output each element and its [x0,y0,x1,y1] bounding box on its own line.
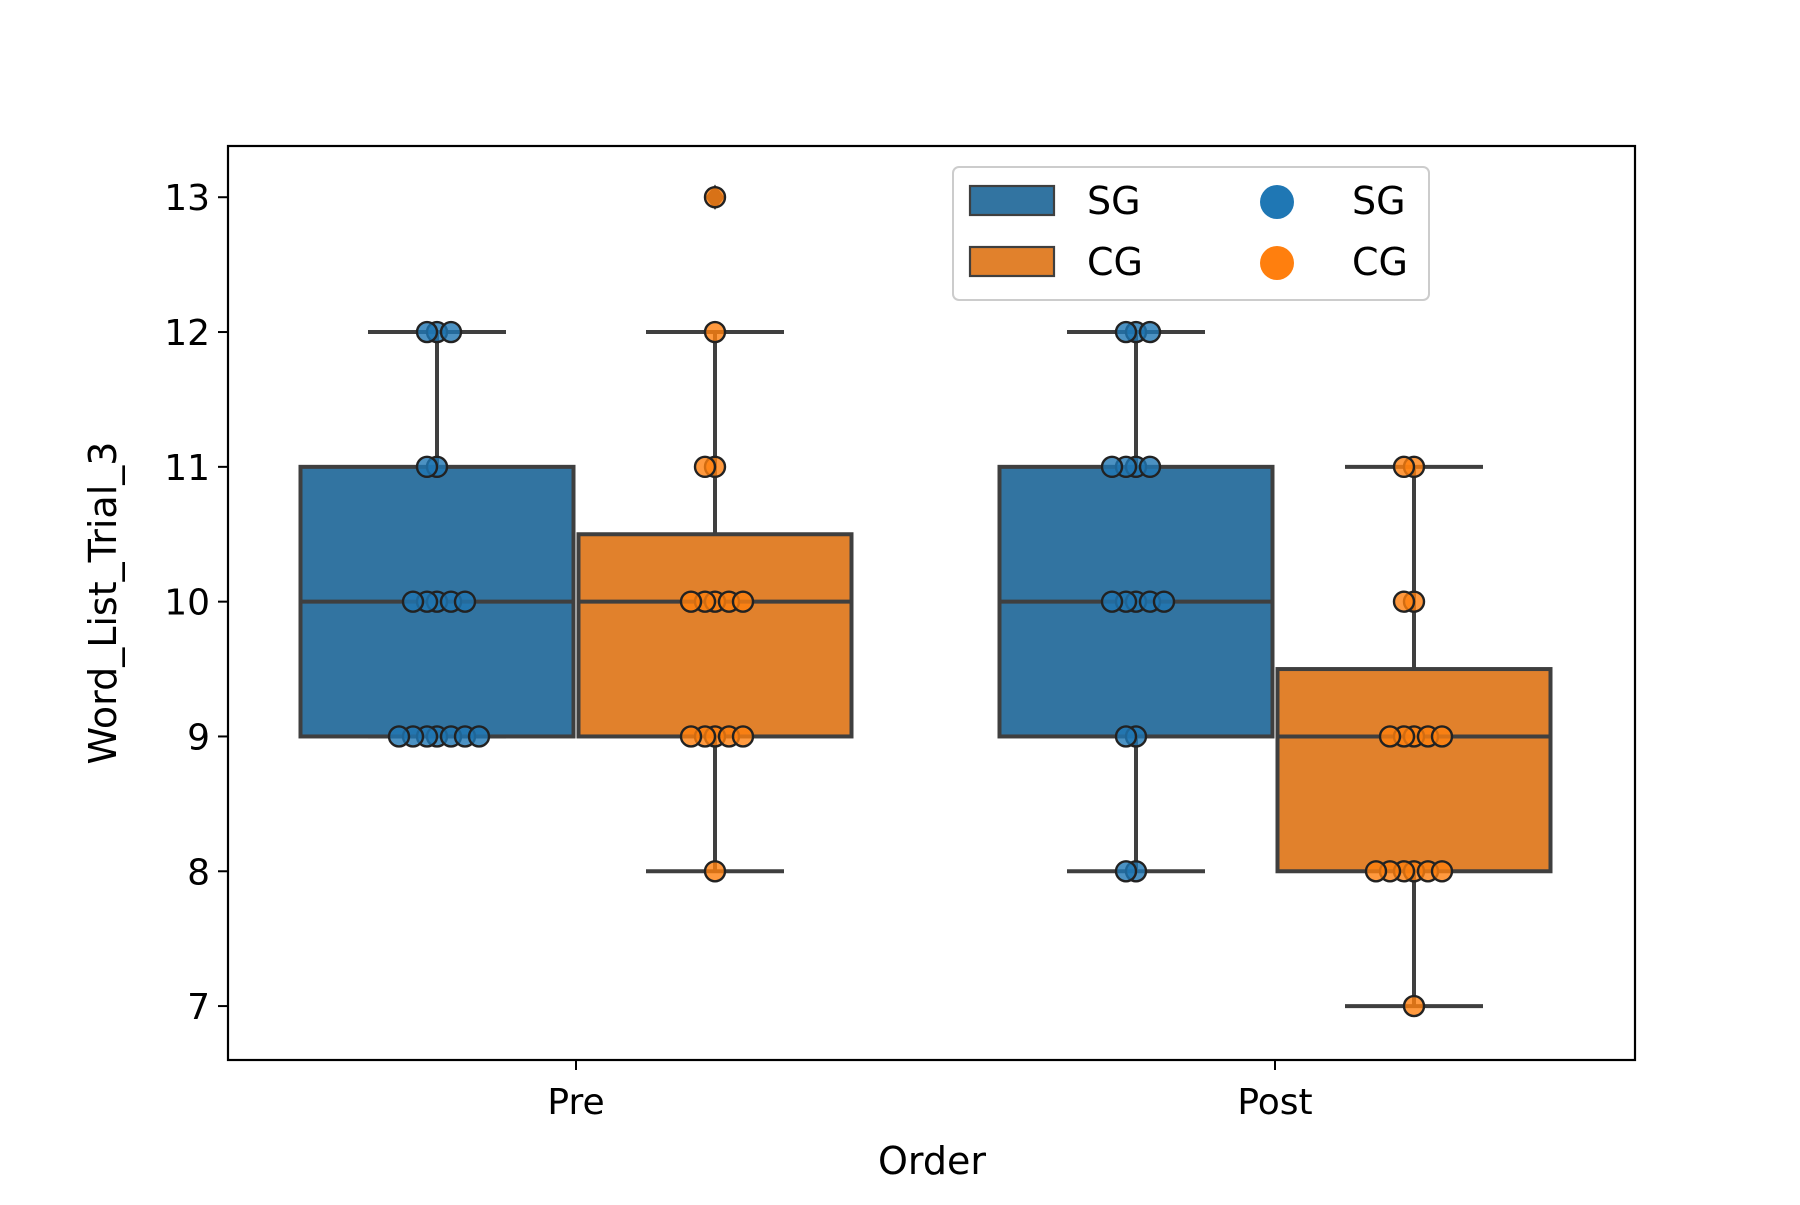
legend-label-cg-point: CG [1352,240,1408,284]
data-point [453,590,477,613]
x-axis-label: Order [878,1139,986,1183]
legend-label-sg-box: SG [1087,179,1141,223]
legend-frame [952,166,1430,301]
data-point [1152,590,1176,613]
data-point [1364,860,1388,883]
y-ticks: 7 8 9 10 11 12 13 [164,178,228,1028]
y-tick-label: 9 [187,717,210,758]
data-point [1402,994,1426,1018]
box-body [1275,667,1553,874]
legend-swatch-sg-box [968,184,1056,217]
y-axis-label: Word_List_Trial_3 [81,442,125,765]
data-point [1138,320,1162,344]
data-point [1430,725,1454,748]
data-point [1100,590,1124,613]
data-point [1100,455,1124,479]
data-point [703,320,727,344]
data-point [679,725,703,748]
y-tick-label: 13 [164,178,210,219]
data-point [1392,455,1416,479]
points-layer [387,186,1454,1018]
plot-frame [226,144,1637,1062]
box-pre-cg [576,184,854,874]
legend-marker-cg-point [1260,246,1294,280]
points-pre-sg [387,320,491,748]
data-point [1378,725,1402,748]
legend-marker-sg-point [1260,185,1294,219]
data-point [679,590,703,613]
legend: SG CG SG CG [952,166,1430,301]
data-point [703,860,727,883]
points-post-sg [1100,320,1176,883]
data-point [693,455,717,479]
data-point [1138,455,1162,479]
data-point [1430,860,1454,883]
axes-layer [226,144,1637,1062]
data-point [703,186,727,209]
legend-label-cg-box: CG [1087,240,1143,284]
points-pre-cg [679,186,755,883]
y-tick-label: 8 [187,852,210,893]
x-tick-label: Post [1237,1082,1312,1123]
legend-swatch-cg-box [968,245,1056,278]
data-point [731,725,755,748]
x-ticks: Pre Post [547,1060,1313,1123]
x-tick-label: Pre [547,1082,604,1123]
box-body [576,532,854,739]
data-point [1114,725,1138,748]
data-point [415,320,439,344]
data-point [439,320,463,344]
data-point [467,725,491,748]
data-point [401,590,425,613]
y-tick-label: 10 [164,583,210,624]
y-tick-label: 7 [187,987,210,1028]
data-point [387,725,411,748]
points-post-cg [1364,455,1454,1018]
data-point [415,455,439,479]
data-point [1114,860,1138,883]
data-point [1114,320,1138,344]
legend-label-sg-point: SG [1352,179,1406,223]
y-tick-label: 11 [164,448,210,489]
y-tick-label: 12 [164,313,210,354]
data-point [731,590,755,613]
data-point [1392,590,1416,613]
